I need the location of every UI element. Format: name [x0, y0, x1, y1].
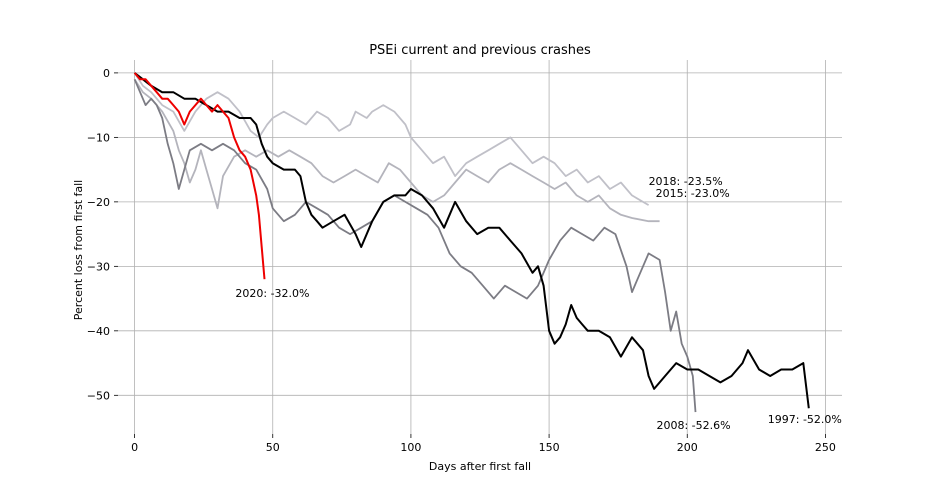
x-tick-label: 250: [815, 441, 836, 454]
series-annotation: 2008: -52.6%: [656, 419, 730, 432]
x-tick-label: 200: [677, 441, 698, 454]
x-tick-label: 100: [400, 441, 421, 454]
series-line: [133, 72, 810, 409]
x-tick-label: 0: [131, 441, 138, 454]
x-tick-label: 50: [266, 441, 280, 454]
series-line: [133, 72, 266, 280]
y-tick-label: −50: [87, 389, 110, 402]
series-line: [133, 72, 650, 206]
y-tick-label: −10: [87, 131, 110, 144]
x-tick-label: 150: [539, 441, 560, 454]
annotations: 2018: -23.5%2015: -23.0% 2008: -52.6% 1997…: [235, 175, 842, 432]
grid: [118, 60, 842, 434]
series-annotation: 2015: -23.0%: [656, 187, 730, 200]
y-tick-label: −40: [87, 325, 110, 338]
series-annotation: 2018: -23.5%: [649, 175, 723, 188]
axis-ticks: 0 50 100 150 200 250 0 −10 −20 −30 −40 −50: [87, 67, 836, 454]
series-annotation: 1997: -52.0%: [768, 413, 842, 426]
x-axis-label: Days after first fall: [429, 460, 531, 473]
y-tick-label: −20: [87, 196, 110, 209]
series-line: [133, 78, 697, 413]
y-tick-label: −30: [87, 260, 110, 273]
series-lines: [133, 72, 810, 413]
chart-title: PSEi current and previous crashes: [369, 43, 591, 58]
series-annotation: 2020: -32.0%: [235, 287, 309, 300]
y-axis-label: Percent loss from first fall: [72, 180, 85, 320]
series-line: [133, 78, 660, 223]
y-tick-label: 0: [103, 67, 110, 80]
